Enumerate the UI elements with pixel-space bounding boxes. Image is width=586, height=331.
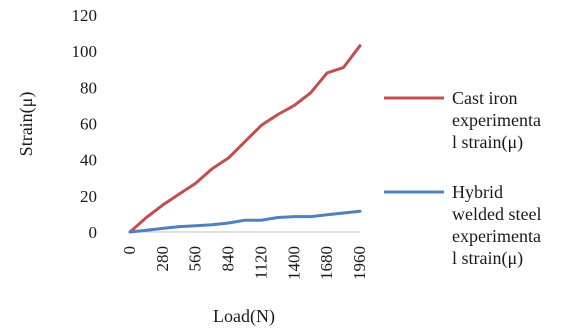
legend-label-2: Hybrid — [452, 182, 503, 202]
series-line-1 — [128, 44, 362, 234]
x-tick-label: 1400 — [284, 246, 303, 280]
x-tick-label: 560 — [186, 246, 205, 272]
y-tick-label: 100 — [72, 42, 98, 61]
series-layer — [128, 44, 362, 234]
legend-label-2: welded steel — [452, 204, 541, 224]
x-axis-title: Load(N) — [213, 306, 275, 327]
y-tick-label: 80 — [80, 78, 97, 97]
y-tick-label: 40 — [80, 151, 97, 170]
y-tick-label: 0 — [89, 223, 98, 242]
x-tick-label: 1120 — [251, 246, 270, 279]
x-tick-label: 280 — [153, 246, 172, 272]
legend-label-1: Cast iron — [452, 88, 518, 108]
x-axis-ticks: 0 280 560 840 1120 1400 1680 1960 — [120, 246, 369, 280]
y-tick-label: 20 — [80, 187, 97, 206]
x-tick-label: 840 — [219, 246, 238, 272]
y-tick-label: 60 — [80, 115, 97, 134]
legend-label-1: l strain(μ) — [452, 132, 523, 153]
series-line-2 — [128, 209, 362, 234]
legend-label-2: experimenta — [452, 226, 541, 246]
y-tick-label: 120 — [72, 6, 98, 25]
x-tick-label: 1960 — [350, 246, 369, 280]
x-tick-label: 1680 — [317, 246, 336, 280]
legend-label-2: l strain(μ) — [452, 248, 523, 269]
y-axis-title: Strain(μ) — [16, 92, 37, 157]
legend-label-1: experimenta — [452, 110, 541, 130]
y-axis-ticks: 0 20 40 60 80 100 120 — [72, 6, 98, 242]
x-tick-label: 0 — [120, 246, 139, 255]
